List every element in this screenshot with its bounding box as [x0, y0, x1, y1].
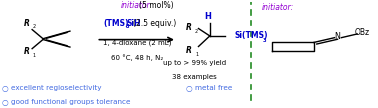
Text: 60 °C, 48 h, N₂: 60 °C, 48 h, N₂: [111, 54, 163, 61]
Text: (5 mol%): (5 mol%): [139, 1, 174, 10]
Text: 2: 2: [33, 24, 36, 29]
Text: 1: 1: [33, 53, 36, 58]
Text: up to > 99% yield: up to > 99% yield: [163, 60, 226, 67]
Text: OBz: OBz: [355, 28, 370, 37]
Text: metal free: metal free: [195, 85, 232, 91]
Text: R: R: [23, 47, 29, 56]
Text: N: N: [335, 32, 341, 41]
Text: 1, 4-dioxane (2 mL): 1, 4-dioxane (2 mL): [103, 40, 171, 46]
Text: R: R: [186, 23, 192, 32]
Text: Si(TMS): Si(TMS): [234, 31, 268, 40]
Text: ○: ○: [185, 84, 192, 93]
Text: SiH: SiH: [127, 19, 141, 28]
Text: excellent regioselectivity: excellent regioselectivity: [11, 85, 102, 91]
Text: R: R: [186, 46, 192, 55]
Text: (TMS): (TMS): [104, 19, 129, 28]
Text: 1: 1: [195, 52, 198, 57]
Text: 2: 2: [195, 29, 198, 34]
Text: initiator:: initiator:: [262, 3, 294, 12]
Text: R: R: [23, 19, 29, 28]
Text: ○: ○: [2, 98, 9, 107]
Text: 3: 3: [263, 38, 266, 43]
Text: (2.5 equiv.): (2.5 equiv.): [133, 19, 176, 28]
Text: 3: 3: [126, 24, 130, 29]
Text: H: H: [204, 12, 211, 21]
Text: good functional groups tolerance: good functional groups tolerance: [11, 99, 131, 105]
Text: initiator: initiator: [121, 1, 150, 10]
Text: 38 examples: 38 examples: [172, 74, 217, 80]
Text: ○: ○: [2, 84, 9, 93]
